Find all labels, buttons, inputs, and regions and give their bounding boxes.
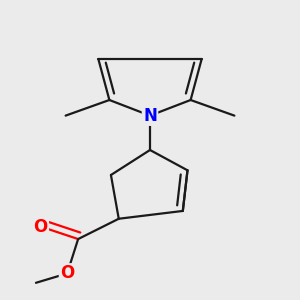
Text: N: N xyxy=(143,106,157,124)
Text: O: O xyxy=(60,264,74,282)
Text: O: O xyxy=(34,218,48,236)
